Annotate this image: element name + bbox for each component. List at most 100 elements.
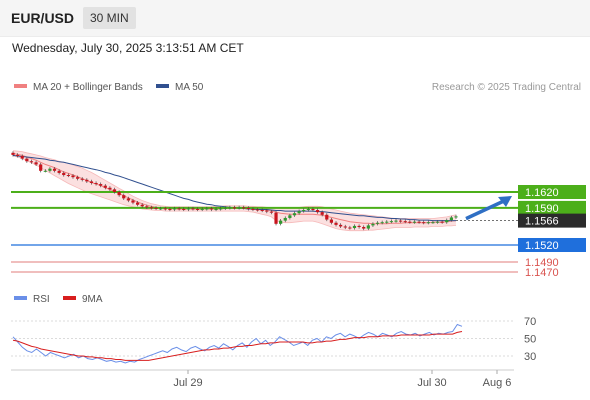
candle-up xyxy=(302,210,306,212)
legend-swatch xyxy=(156,84,169,88)
rsi-9ma-line xyxy=(12,331,463,361)
candle-down xyxy=(251,208,255,210)
support-label: 1.1490 xyxy=(525,257,559,269)
support-label: 1.1470 xyxy=(525,267,559,279)
candle-down xyxy=(131,200,135,203)
candle-up xyxy=(200,208,204,210)
legend-label: RSI xyxy=(33,294,50,305)
candle-down xyxy=(440,221,444,223)
candle-down xyxy=(417,221,421,223)
candle-down xyxy=(325,214,329,220)
legend-swatch xyxy=(14,296,27,300)
candle-down xyxy=(357,225,361,227)
candle-down xyxy=(408,221,412,223)
credit-text: Research © 2025 Trading Central xyxy=(432,82,581,93)
candle-down xyxy=(177,208,181,210)
resistance-label: 1.1620 xyxy=(525,187,559,199)
candle-down xyxy=(399,220,403,222)
rsi-tick-label: 70 xyxy=(524,316,536,328)
rsi-tick-label: 30 xyxy=(524,351,536,363)
candle-down xyxy=(25,158,29,162)
candle-up xyxy=(186,208,190,210)
candle-up xyxy=(223,207,227,209)
candle-up xyxy=(306,208,310,211)
candle-down xyxy=(145,206,149,208)
candle-down xyxy=(140,204,144,207)
pivot-label-box xyxy=(518,238,586,252)
candle-up xyxy=(385,221,389,223)
candle-down xyxy=(403,221,407,223)
candle-down xyxy=(269,211,274,213)
candle-up xyxy=(279,220,283,224)
candle-down xyxy=(108,187,112,190)
legend-label: MA 50 xyxy=(175,82,204,93)
candle-up xyxy=(283,217,287,221)
legend-swatch xyxy=(63,296,76,300)
candle-down xyxy=(80,178,84,180)
candle-down xyxy=(255,209,260,211)
candle-down xyxy=(260,210,264,212)
candle-up xyxy=(435,221,440,223)
candle-down xyxy=(163,208,167,210)
candle-down xyxy=(182,208,186,210)
candle-up xyxy=(159,208,163,210)
candle-down xyxy=(66,175,70,177)
candle-down xyxy=(71,175,75,178)
candle-down xyxy=(122,195,126,199)
candle-down xyxy=(265,210,269,212)
candle-down xyxy=(103,185,107,188)
candle-down xyxy=(99,184,103,186)
candle-down xyxy=(154,207,158,209)
candle-up xyxy=(228,207,232,209)
resistance-label-box xyxy=(518,200,586,215)
pivot-label: 1.1520 xyxy=(525,240,559,252)
candle-up xyxy=(205,208,209,210)
x-axis-tick-label: Jul 30 xyxy=(417,377,446,389)
candle-down xyxy=(334,222,338,225)
candle-up xyxy=(352,225,357,229)
candle-up xyxy=(237,207,241,209)
candle-down xyxy=(242,207,246,209)
candle-down xyxy=(246,207,250,209)
candle-up xyxy=(48,168,52,171)
candle-up xyxy=(389,221,393,223)
candle-down xyxy=(20,155,24,159)
rsi-tick-label: 50 xyxy=(524,334,536,346)
candle-up xyxy=(426,222,430,224)
candle-up xyxy=(445,220,449,223)
resistance-label-box xyxy=(518,185,586,199)
candle-down xyxy=(11,152,15,155)
resistance-label: 1.1590 xyxy=(525,203,559,215)
candle-down xyxy=(320,212,324,215)
interval-button[interactable]: 30 MIN xyxy=(83,7,136,29)
forecast-arrow-head xyxy=(498,196,512,207)
candle-down xyxy=(89,181,94,183)
forecast-arrow-shaft xyxy=(465,198,507,221)
candle-up xyxy=(288,215,292,218)
legend-label: MA 20 + Bollinger Bands xyxy=(33,82,143,93)
candle-down xyxy=(311,208,315,211)
candle-down xyxy=(76,177,80,179)
candle-down xyxy=(348,227,352,229)
candle-down xyxy=(191,208,195,210)
candle-up xyxy=(366,225,370,229)
header-bar: EUR/USD 30 MIN xyxy=(0,0,590,37)
candle-down xyxy=(329,219,334,223)
legend-label: 9MA xyxy=(82,294,103,305)
candle-down xyxy=(232,207,237,209)
candle-down xyxy=(315,210,320,213)
candle-up xyxy=(43,170,47,172)
candle-up xyxy=(214,208,218,210)
candle-up xyxy=(431,222,435,224)
symbol-label: EUR/USD xyxy=(11,10,75,26)
candle-down xyxy=(362,226,366,229)
candle-down xyxy=(16,154,20,156)
datetime-label: Wednesday, July 30, 2025 3:13:51 AM CET xyxy=(12,41,244,55)
candle-down xyxy=(94,182,98,185)
candle-up xyxy=(394,220,398,222)
candle-down xyxy=(85,179,89,182)
candle-down xyxy=(62,172,66,176)
current-price-box xyxy=(518,213,586,228)
